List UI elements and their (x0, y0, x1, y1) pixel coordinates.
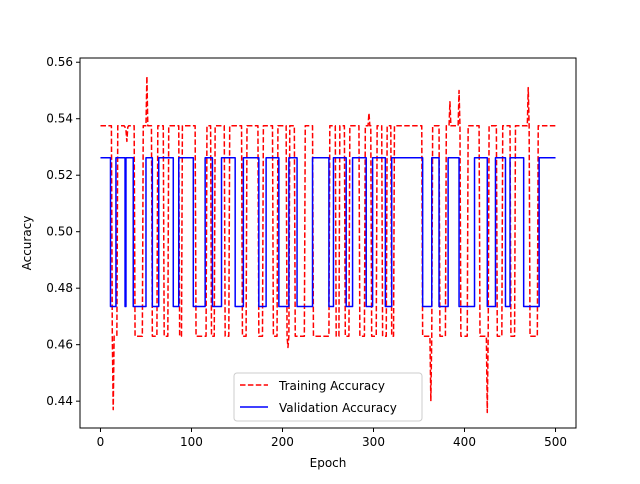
series-layer (100, 75, 556, 414)
x-tick-label: 300 (362, 435, 385, 449)
y-tick-label: 0.50 (46, 225, 73, 239)
plot-frame (79, 57, 577, 429)
legend-label-training: Training Accuracy (278, 379, 385, 393)
x-axis-label: Epoch (310, 456, 347, 470)
x-tick-label: 0 (97, 435, 105, 449)
y-axis-ticks: 0.44 0.46 0.48 0.50 0.52 0.54 0.56 (46, 55, 80, 408)
legend: Training Accuracy Validation Accuracy (233, 372, 423, 422)
x-tick-label: 200 (271, 435, 294, 449)
y-tick-label: 0.56 (46, 55, 73, 69)
x-tick-label: 500 (544, 435, 567, 449)
y-tick-label: 0.48 (46, 281, 73, 295)
y-tick-label: 0.52 (46, 168, 73, 182)
x-tick-label: 400 (453, 435, 476, 449)
y-tick-label: 0.54 (46, 112, 73, 126)
x-axis-ticks: 0 100 200 300 400 500 (97, 428, 567, 449)
validation-accuracy-line (100, 156, 556, 308)
legend-box (233, 372, 423, 422)
y-axis-label: Accuracy (20, 216, 34, 271)
y-tick-label: 0.46 (46, 338, 73, 352)
training-accuracy-line (100, 75, 556, 414)
legend-label-validation: Validation Accuracy (279, 401, 397, 415)
x-tick-label: 100 (180, 435, 203, 449)
y-tick-label: 0.44 (46, 394, 73, 408)
